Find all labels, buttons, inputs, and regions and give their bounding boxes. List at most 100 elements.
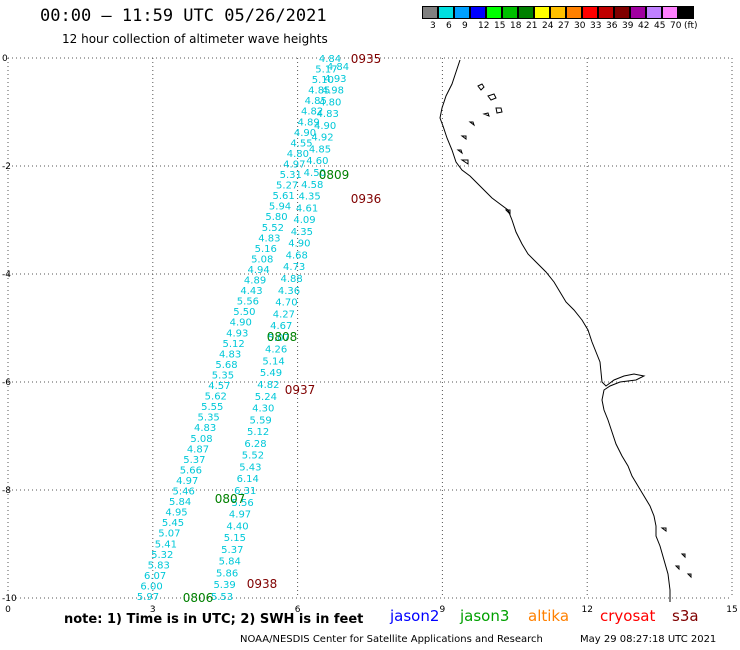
legend-label: 30 [574, 21, 586, 31]
wave-height-value: 4.89 [297, 117, 319, 128]
wave-height-value: 4.55 [290, 138, 312, 149]
wave-height-value: 5.97 [137, 592, 159, 603]
wave-height-value: 4.68 [286, 250, 308, 261]
wave-height-value: 4.58 [301, 180, 323, 191]
x-tick-label: 12 [581, 605, 592, 615]
wave-height-value: 5.86 [216, 568, 238, 579]
legend-swatch [630, 6, 646, 19]
wave-height-value: 4.87 [187, 444, 209, 455]
legend-label: 3 [430, 21, 436, 31]
wave-height-value: 5.56 [237, 297, 259, 308]
wave-height-value: 5.32 [151, 550, 173, 561]
coastline-path [439, 59, 671, 602]
pass-time-label: 0808 [267, 330, 298, 344]
wave-height-value: 5.46 [173, 487, 195, 498]
wave-height-value: 5.41 [155, 539, 177, 550]
wave-height-value: 4.85 [309, 144, 331, 155]
y-tick-label: -6 [2, 378, 11, 388]
pass-time-label: 0807 [215, 492, 246, 506]
legend-label: 45 [654, 21, 666, 31]
satellite-legend-item: altika [528, 607, 570, 625]
wave-height-value: 5.68 [215, 360, 237, 371]
altimeter-track-b: 4.844.934.984.804.834.904.924.854.604.50… [211, 62, 349, 603]
legend-label: 6 [446, 21, 452, 31]
x-tick-label: 15 [726, 605, 737, 615]
legend-swatch [678, 6, 694, 19]
legend-label: 39 [622, 21, 634, 31]
wave-height-value: 5.12 [247, 427, 269, 438]
wave-height-value: 4.83 [258, 233, 280, 244]
wave-height-value: 5.39 [213, 580, 235, 591]
wave-height-value: 4.26 [265, 345, 287, 356]
axis-ticks: 0 3 6 9 12 15 0 -2 -4 -6 -8 -10 [2, 54, 738, 615]
wave-height-value: 5.61 [272, 191, 294, 202]
wave-height-value: 4.35 [291, 227, 313, 238]
legend-swatch [438, 6, 454, 19]
wave-height-value: 4.90 [294, 128, 316, 139]
wave-height-value: 4.84 [319, 54, 341, 65]
wave-height-value: 5.12 [223, 339, 245, 350]
wave-height-value: 4.94 [247, 265, 269, 276]
x-tick-label: 3 [150, 605, 156, 615]
legend-swatch [486, 6, 502, 19]
wave-height-value: 5.45 [162, 518, 184, 529]
wave-height-value: 5.07 [268, 333, 290, 344]
wave-height-value: 5.15 [224, 533, 246, 544]
wave-height-value: 5.94 [269, 202, 291, 213]
wave-height-value: 4.80 [287, 149, 309, 160]
wave-height-value: 5.37 [221, 545, 243, 556]
wave-height-value: 4.73 [283, 262, 305, 273]
legend-label: 27 [558, 21, 570, 31]
wave-height-value: 6.00 [140, 581, 162, 592]
y-tick-label: -2 [2, 162, 11, 172]
wave-height-value: 5.16 [255, 244, 277, 255]
pass-time-label: 0937 [285, 383, 316, 397]
x-tick-label: 9 [440, 605, 446, 615]
wave-height-value: 5.52 [262, 223, 284, 234]
wave-height-value: 5.07 [158, 529, 180, 540]
satellite-legend-item: cryosat [600, 607, 656, 625]
wave-height-value: 4.36 [278, 286, 300, 297]
wave-height-value: 5.31 [280, 170, 302, 181]
wave-height-value: 4.97 [283, 159, 305, 170]
legend-swatch [662, 6, 678, 19]
wave-height-value: 5.37 [183, 455, 205, 466]
satellite-legend-item: jason3 [460, 607, 510, 625]
wave-height-value: 5.66 [180, 465, 202, 476]
wave-height-value: 4.83 [219, 349, 241, 360]
wave-height-value: 6.28 [244, 439, 266, 450]
generation-timestamp: May 29 08:27:18 UTC 2021 [580, 634, 717, 645]
altimeter-track-a: 4.845.175.104.854.854.824.894.904.554.80… [137, 54, 341, 603]
wave-height-value: 4.93 [324, 74, 346, 85]
legend-label: 33 [590, 21, 602, 31]
legend-label: 42 [638, 21, 650, 31]
legend-label: 18 [510, 21, 522, 31]
legend-label: 21 [526, 21, 538, 31]
legend-swatch [614, 6, 630, 19]
wave-height-value: 5.52 [242, 451, 264, 462]
wave-height-value: 5.50 [233, 307, 255, 318]
legend-swatch [502, 6, 518, 19]
legend-swatch [518, 6, 534, 19]
wave-height-value: 4.89 [244, 276, 266, 287]
legend-label: 9 [462, 21, 468, 31]
wave-height-value: 5.43 [239, 462, 261, 473]
wave-height-value: 4.98 [322, 86, 344, 97]
wave-height-value: 5.14 [262, 356, 284, 367]
y-tick-label: -10 [2, 594, 17, 604]
legend-swatch [422, 6, 438, 19]
color-legend [422, 6, 694, 19]
wave-height-value: 4.82 [257, 380, 279, 391]
footer-note: note: 1) Time is in UTC; 2) SWH is in fe… [64, 612, 364, 627]
wave-height-value: 5.80 [265, 212, 287, 223]
x-tick-label: 0 [5, 605, 11, 615]
wave-height-value: 5.17 [315, 65, 337, 76]
map-title: 00:00 — 11:59 UTC 05/26/2021 [40, 6, 327, 26]
y-tick-label: -8 [2, 486, 11, 496]
legend-unit: (ft) [684, 21, 698, 31]
wave-height-value: 4.80 [319, 97, 341, 108]
wave-height-value: 5.35 [198, 413, 220, 424]
wave-height-value: 4.61 [296, 203, 318, 214]
legend-swatch [550, 6, 566, 19]
